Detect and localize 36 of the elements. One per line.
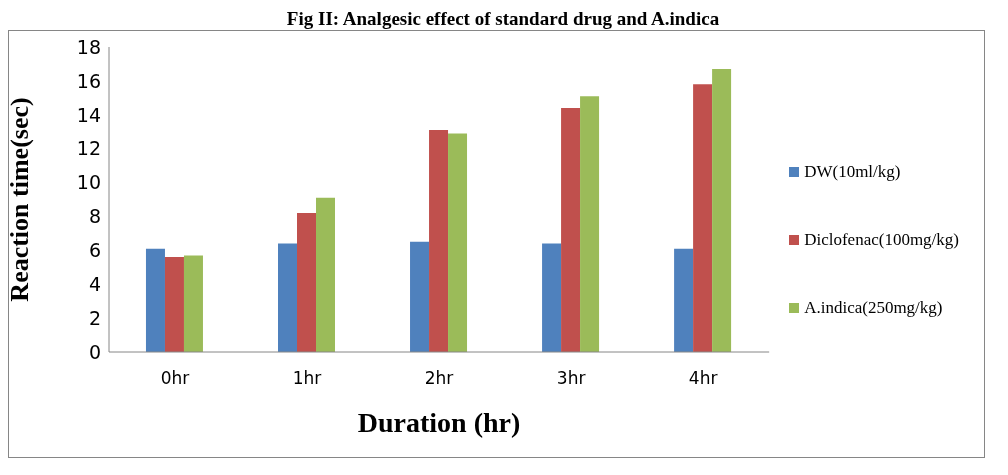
- y-tick-label: 4: [88, 272, 101, 295]
- bar: [674, 248, 694, 352]
- chart-title: Fig II: Analgesic effect of standard drug and A.indica: [285, 8, 721, 30]
- y-tick-label: 14: [76, 103, 101, 126]
- bar: [542, 243, 562, 352]
- bar: [448, 133, 468, 352]
- y-tick-label: 18: [76, 35, 101, 58]
- bar: [429, 130, 449, 352]
- bar: [278, 243, 297, 352]
- x-tick-label: 1hr: [292, 368, 322, 389]
- legend-label: A.indica(250mg/kg): [803, 297, 944, 318]
- bar: [316, 197, 335, 352]
- bar: [297, 213, 316, 352]
- x-tick-label: 3hr: [556, 368, 586, 389]
- y-tick-label: 16: [76, 69, 101, 92]
- bar: [712, 69, 732, 352]
- x-tick-label: 4hr: [688, 368, 718, 389]
- x-tick-label: 0hr: [160, 368, 190, 389]
- bar: [410, 241, 430, 352]
- y-tick-label: 0: [88, 340, 101, 363]
- x-axis-title: Duration (hr): [357, 407, 521, 438]
- bar: [183, 255, 203, 352]
- bar: [693, 84, 713, 352]
- legend-label: Diclofenac(100mg/kg): [803, 229, 959, 250]
- y-tick-label: 8: [88, 205, 101, 228]
- bar: [580, 96, 600, 352]
- bar: [561, 108, 581, 352]
- y-tick-label: 2: [88, 306, 101, 329]
- y-tick-label: 12: [76, 137, 101, 160]
- x-tick-label: 2hr: [424, 368, 454, 389]
- y-tick-label: 10: [76, 171, 101, 194]
- y-tick-label: 6: [88, 239, 101, 262]
- bar: [164, 257, 184, 352]
- y-axis-title: Reaction time(sec): [5, 97, 35, 302]
- legend-label: DW(10ml/kg): [803, 161, 902, 182]
- bar: [145, 248, 165, 352]
